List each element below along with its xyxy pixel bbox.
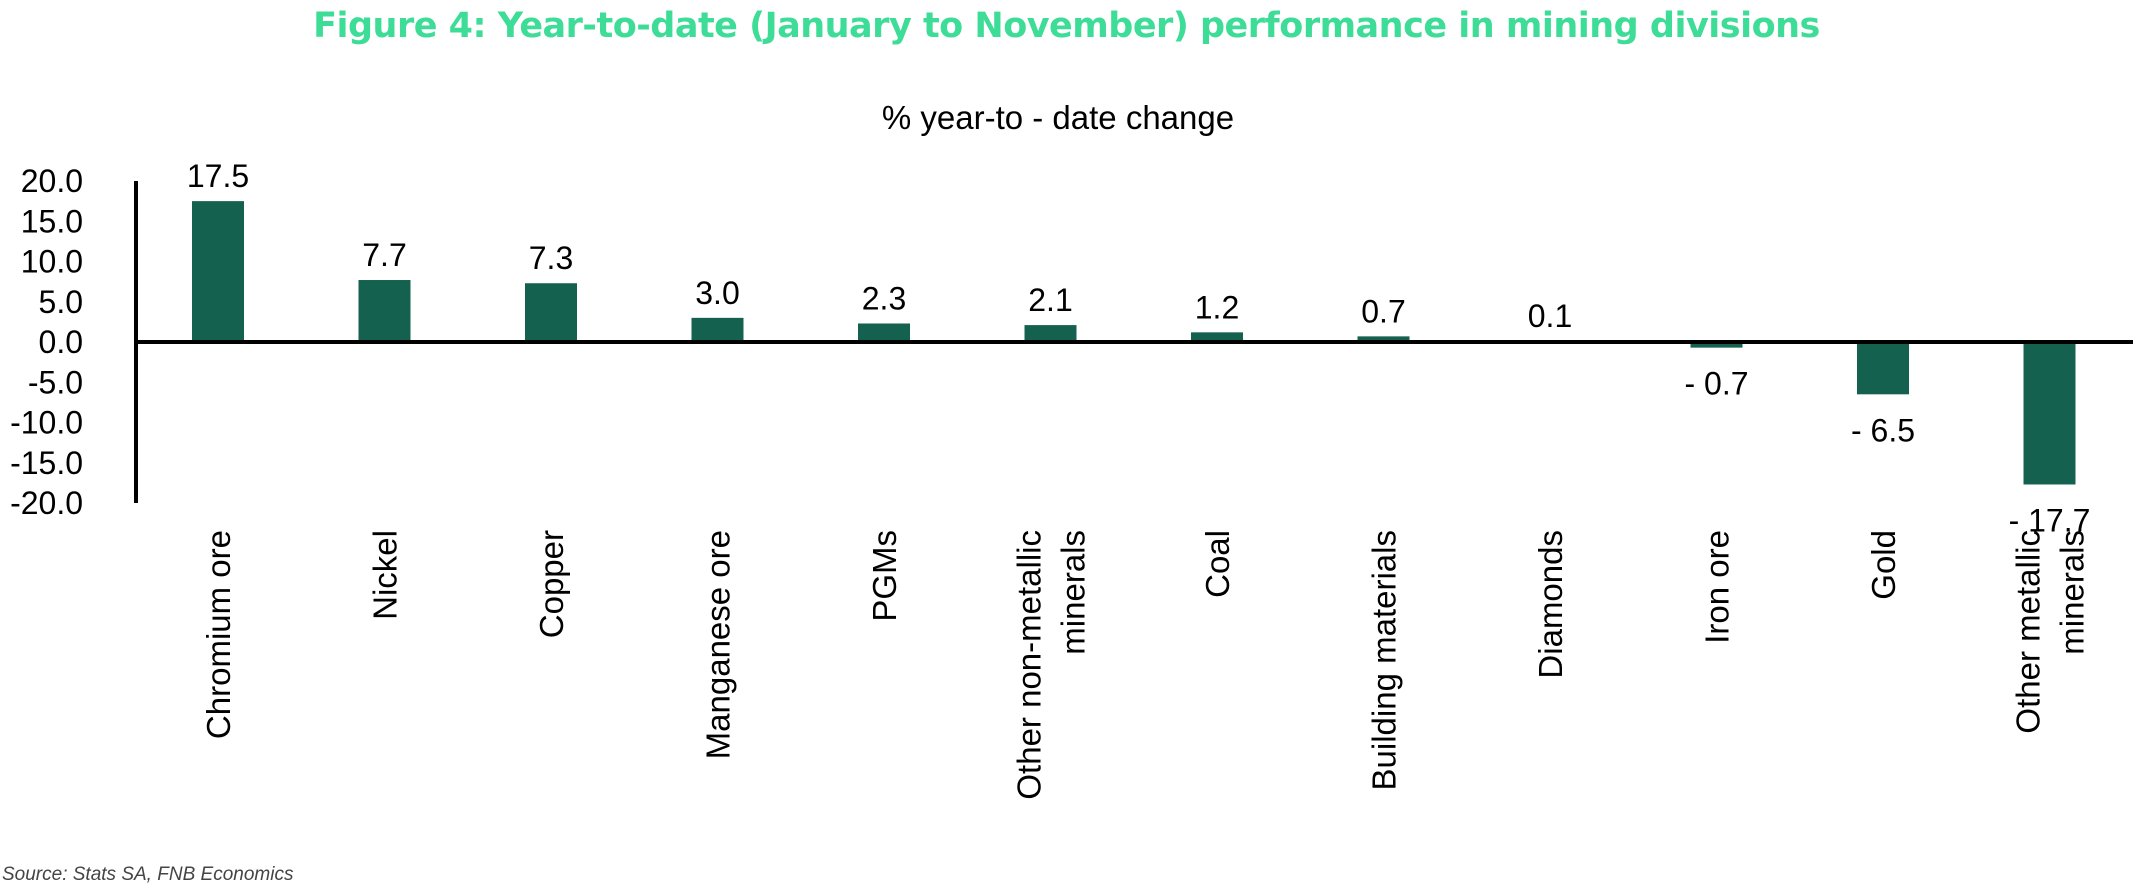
- source-note: Source: Stats SA, FNB Economics: [2, 864, 294, 885]
- category-label: Nickel: [367, 530, 404, 620]
- y-tick-label: 5.0: [39, 284, 83, 320]
- bar: [2023, 342, 2076, 485]
- data-label: 17.5: [187, 158, 249, 194]
- bar: [1857, 342, 1909, 395]
- chart-subtitle: % year-to - date change: [882, 99, 1234, 136]
- data-label: 7.3: [529, 240, 573, 276]
- data-label: 7.7: [362, 237, 406, 273]
- category-label: Diamonds: [1532, 530, 1569, 679]
- bar: [358, 280, 411, 342]
- bar: [192, 201, 244, 342]
- category-label: Chromium ore: [200, 530, 237, 739]
- data-labels-group: 17.5 7.7 7.3 3.0 2.3 2.1 1.2 0.7 0.1 - 0.7 - 6.5 - …: [187, 158, 2091, 538]
- category-label: Other metallic minerals: [2010, 530, 2091, 734]
- category-label-line: minerals: [2054, 530, 2091, 655]
- category-labels-group: Chromium ore Nickel Copper Manganese ore PGM…: [200, 530, 2091, 800]
- category-label-line: Other non-metallic: [1011, 530, 1048, 800]
- data-label: - 0.7: [1684, 366, 1748, 402]
- category-label: Copper: [533, 530, 570, 638]
- data-label: 0.1: [1528, 298, 1572, 334]
- category-label: Building materials: [1366, 530, 1403, 790]
- bar: [1357, 336, 1410, 342]
- category-label-line: PGMs: [866, 530, 903, 622]
- bar: [691, 317, 744, 342]
- category-label: PGMs: [866, 530, 903, 622]
- data-label: 1.2: [1195, 289, 1239, 325]
- data-label: 0.7: [1361, 293, 1405, 329]
- data-label: - 17.7: [2009, 502, 2091, 538]
- y-tick-label: 15.0: [21, 203, 83, 239]
- bar: [858, 323, 910, 342]
- category-label-line: Gold: [1865, 530, 1902, 600]
- data-label: 2.3: [862, 280, 906, 316]
- category-label-line: Manganese ore: [700, 530, 737, 759]
- category-label: Coal: [1199, 530, 1236, 598]
- data-label: - 6.5: [1851, 412, 1915, 448]
- data-label: 2.1: [1028, 282, 1072, 318]
- bar: [1690, 342, 1743, 348]
- bar: [1024, 325, 1077, 342]
- category-label-line: Other metallic: [2010, 530, 2047, 734]
- category-label-line: minerals: [1055, 530, 1092, 655]
- category-label-line: Coal: [1199, 530, 1236, 598]
- category-label-line: Building materials: [1366, 530, 1403, 790]
- category-label: Gold: [1865, 530, 1902, 600]
- y-axis-ticks: 20.0 15.0 10.0 5.0 0.0 -5.0 -10.0 -15.0 -20.0: [10, 163, 83, 521]
- category-label-line: Nickel: [367, 530, 404, 620]
- y-tick-label: -5.0: [28, 364, 83, 400]
- category-label-line: Chromium ore: [200, 530, 237, 739]
- bar: [525, 283, 577, 342]
- category-label-line: Diamonds: [1532, 530, 1569, 679]
- bar: [1191, 332, 1243, 342]
- category-label-line: Copper: [533, 530, 570, 638]
- figure-title: Figure 4: Year-to-date (January to Novem…: [313, 6, 1820, 46]
- y-tick-label: -15.0: [10, 445, 83, 481]
- y-tick-label: 0.0: [39, 324, 83, 360]
- category-label: Other non-metallic minerals: [1011, 530, 1092, 800]
- y-tick-label: 10.0: [21, 244, 83, 280]
- y-tick-label: -20.0: [10, 485, 83, 521]
- category-label-line: Iron ore: [1699, 530, 1736, 644]
- bars-group: [192, 201, 2076, 485]
- y-tick-label: 20.0: [21, 163, 83, 199]
- data-label: 3.0: [695, 275, 739, 311]
- category-label: Manganese ore: [700, 530, 737, 759]
- category-label: Iron ore: [1699, 530, 1736, 644]
- y-tick-label: -10.0: [10, 405, 83, 441]
